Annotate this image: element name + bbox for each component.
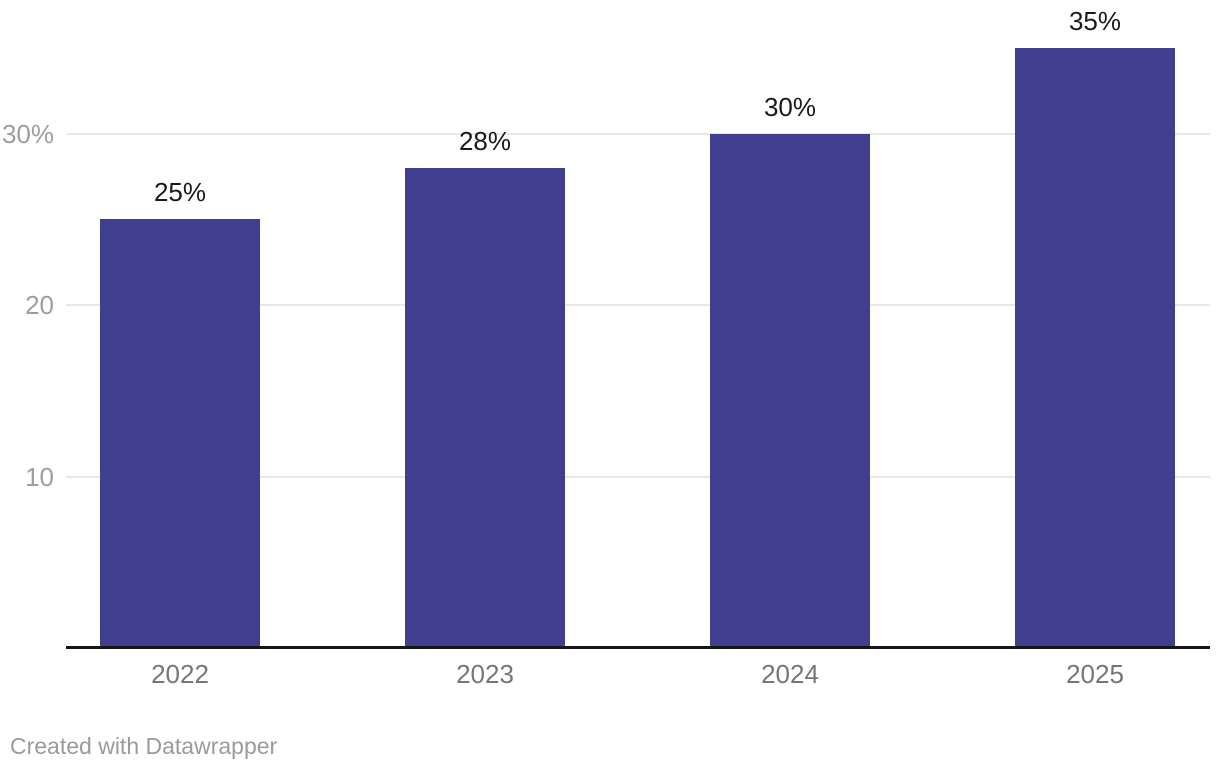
y-axis-tick-label: 30% [1,119,54,149]
value-label-2025: 35% [1068,6,1122,36]
bar-2024 [710,134,870,648]
bar-2023 [405,168,565,648]
x-axis-baseline [66,646,1210,649]
x-axis-tick-label-2022: 2022 [151,659,209,689]
x-axis-tick-label-2025: 2025 [1066,659,1124,689]
gridline-20 [66,304,1210,306]
value-label-2024: 30% [763,92,817,122]
value-label-2022: 25% [153,177,207,207]
attribution: Created with Datawrapper [10,733,277,759]
attribution-text: Created with Datawrapper [10,733,278,759]
y-axis-tick-label: 20 [25,290,54,320]
gridline-10 [66,476,1210,478]
x-axis-tick-label-2023: 2023 [456,659,514,689]
bar-2025 [1015,48,1175,648]
value-label-2023: 28% [458,126,512,156]
bar-2022 [100,219,260,648]
y-axis-tick-label: 10 [25,462,54,492]
x-axis-tick-label-2024: 2024 [761,659,819,689]
gridline-30 [66,133,1210,135]
